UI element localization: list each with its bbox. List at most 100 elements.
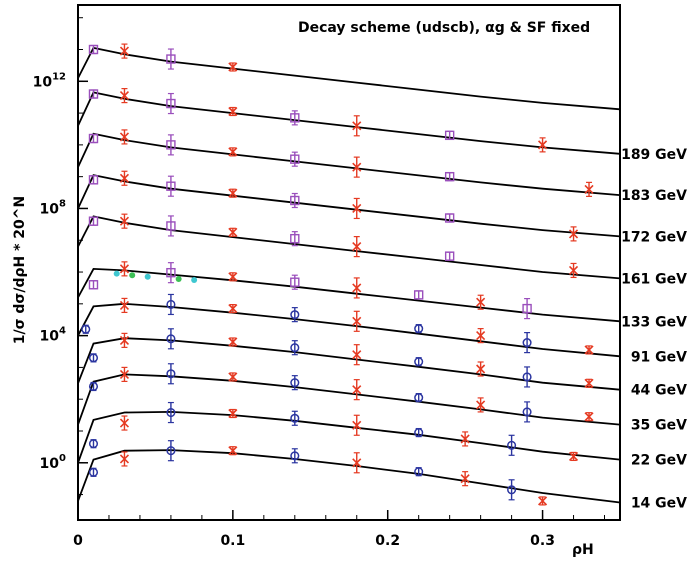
circle-marker: [290, 413, 300, 423]
circle-marker: [166, 407, 176, 418]
circle-marker: [522, 372, 532, 382]
circle-marker: [166, 299, 176, 310]
x-marker: [228, 188, 238, 198]
circle-marker: [414, 467, 424, 477]
circle-marker: [507, 440, 517, 450]
square-marker: [290, 277, 300, 287]
x-marker: [228, 304, 238, 314]
model-curve: [77, 267, 621, 323]
x-marker: [352, 121, 362, 131]
x-marker: [352, 350, 362, 360]
x-marker: [119, 335, 130, 345]
data-points: [81, 43, 594, 506]
series-points: [88, 440, 548, 506]
circle-marker: [290, 378, 300, 388]
square-marker: [290, 154, 300, 164]
y-tick-label: 1012: [33, 71, 66, 90]
circle-marker: [522, 407, 532, 417]
circle-marker: [290, 451, 300, 461]
x-marker: [119, 132, 130, 142]
energy-label: 133 GeV: [621, 314, 687, 330]
square-marker: [444, 130, 455, 141]
x-marker: [538, 496, 548, 506]
square-marker: [88, 133, 99, 144]
green-marker: [129, 272, 136, 279]
y-tick-label: 104: [40, 326, 66, 345]
x-marker: [352, 162, 362, 172]
square-marker: [444, 171, 455, 182]
energy-label: 22 GeV: [631, 453, 687, 469]
energy-label: 172 GeV: [621, 229, 687, 245]
square-marker: [166, 267, 176, 278]
circle-marker: [414, 428, 424, 438]
y-axis-label: 1/σ dσ/dρH * 20^N: [12, 196, 28, 344]
series-points: [88, 328, 594, 388]
model-curve: [77, 46, 621, 111]
energy-label: 161 GeV: [621, 271, 687, 287]
x-marker: [119, 454, 130, 464]
model-curve: [77, 215, 621, 280]
x-marker: [460, 474, 470, 484]
x-marker: [228, 147, 238, 157]
x-marker: [119, 216, 130, 226]
x-marker: [228, 227, 238, 237]
square-marker: [166, 221, 176, 231]
cyan-marker: [191, 276, 198, 283]
x-marker: [119, 46, 130, 56]
square-marker: [290, 113, 300, 123]
x-marker: [352, 385, 362, 395]
series-points: [88, 129, 594, 197]
series-points: [81, 293, 594, 355]
circle-marker: [88, 467, 99, 477]
x-marker: [119, 369, 130, 379]
x-marker: [119, 173, 130, 183]
x-marker: [476, 297, 486, 307]
energy-label: 91 GeV: [631, 349, 687, 365]
x-tick-label: 0.1: [220, 533, 245, 549]
tick-labels: 0 0.1 0.2 0.3 100 104 108 1012 14 GeV 22 GeV 35 Ge…: [33, 71, 688, 549]
square-marker: [290, 233, 300, 244]
circle-marker: [88, 353, 99, 363]
x-marker: [228, 446, 238, 456]
x-marker: [584, 184, 594, 194]
x-marker: [119, 264, 130, 274]
model-curve: [77, 174, 621, 238]
x-tick-label: 0.2: [375, 533, 400, 549]
circle-marker: [414, 324, 424, 334]
square-marker: [522, 303, 532, 314]
energy-label: 35 GeV: [631, 418, 687, 434]
circle-marker: [507, 485, 517, 495]
x-marker: [119, 418, 130, 428]
square-marker: [413, 290, 424, 300]
energy-label: 189 GeV: [621, 147, 687, 163]
x-marker: [568, 451, 579, 461]
series-points: [88, 170, 579, 242]
x-marker: [476, 364, 486, 374]
x-marker: [228, 408, 238, 419]
x-marker: [538, 140, 548, 150]
x-marker: [228, 106, 238, 117]
cyan-marker: [144, 273, 151, 280]
cyan-marker: [113, 270, 120, 277]
x-marker: [568, 229, 579, 239]
model-curve: [77, 449, 621, 504]
series-points: [88, 261, 532, 320]
circle-marker: [522, 338, 532, 348]
circle-marker: [414, 357, 424, 367]
circle-marker: [166, 446, 176, 456]
square-marker: [88, 216, 99, 226]
model-curve: [77, 410, 621, 464]
energy-label: 14 GeV: [631, 496, 687, 512]
circle-marker: [290, 310, 300, 320]
energy-label: 44 GeV: [631, 383, 687, 399]
x-tick-label: 0.3: [530, 533, 555, 549]
x-marker: [352, 420, 362, 430]
square-marker: [444, 213, 455, 223]
series-points: [88, 43, 238, 72]
square-marker: [88, 89, 99, 99]
model-curve: [77, 337, 621, 391]
x-marker: [228, 272, 238, 282]
x-marker: [584, 378, 594, 388]
x-marker: [228, 372, 238, 382]
